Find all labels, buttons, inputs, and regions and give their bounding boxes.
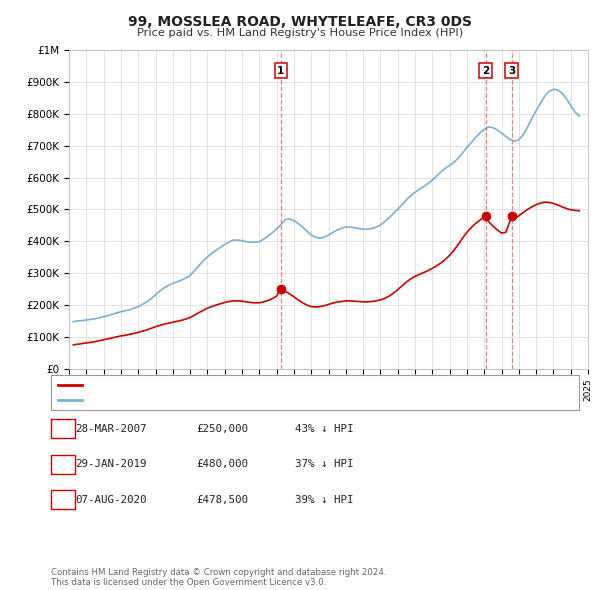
- Text: Price paid vs. HM Land Registry's House Price Index (HPI): Price paid vs. HM Land Registry's House …: [137, 28, 463, 38]
- Text: 99, MOSSLEA ROAD, WHYTELEAFE, CR3 0DS (detached house): 99, MOSSLEA ROAD, WHYTELEAFE, CR3 0DS (d…: [89, 379, 401, 389]
- Text: 99, MOSSLEA ROAD, WHYTELEAFE, CR3 0DS: 99, MOSSLEA ROAD, WHYTELEAFE, CR3 0DS: [128, 15, 472, 29]
- Text: 1: 1: [277, 66, 284, 76]
- Text: 07-AUG-2020: 07-AUG-2020: [75, 495, 147, 504]
- Text: 29-JAN-2019: 29-JAN-2019: [75, 460, 147, 469]
- Text: £478,500: £478,500: [196, 495, 248, 504]
- Text: 37% ↓ HPI: 37% ↓ HPI: [295, 460, 353, 469]
- Text: 28-MAR-2007: 28-MAR-2007: [75, 424, 147, 434]
- Text: £480,000: £480,000: [196, 460, 248, 469]
- Text: Contains HM Land Registry data © Crown copyright and database right 2024.
This d: Contains HM Land Registry data © Crown c…: [51, 568, 386, 587]
- Text: 2: 2: [59, 460, 67, 469]
- Text: 43% ↓ HPI: 43% ↓ HPI: [295, 424, 353, 434]
- Text: HPI: Average price, detached house, Croydon: HPI: Average price, detached house, Croy…: [89, 395, 315, 405]
- Text: £250,000: £250,000: [196, 424, 248, 434]
- Text: 3: 3: [59, 495, 67, 504]
- Text: 39% ↓ HPI: 39% ↓ HPI: [295, 495, 353, 504]
- Text: 1: 1: [59, 424, 67, 434]
- Text: 3: 3: [508, 66, 515, 76]
- Text: 2: 2: [482, 66, 489, 76]
